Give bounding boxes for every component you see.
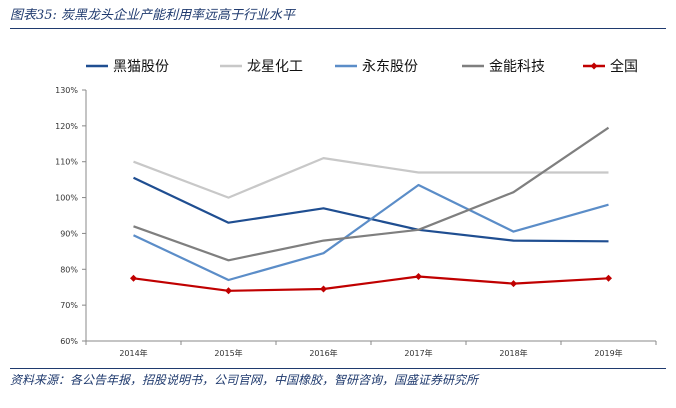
x-tick-label: 2018年 xyxy=(499,348,527,358)
y-tick-label: 110% xyxy=(55,158,78,167)
series-line-永东股份 xyxy=(133,183,609,282)
y-tick-label: 60% xyxy=(60,337,78,346)
source-note: 资料来源：各公告年报，招股说明书，公司官网，中国橡胶，智研咨询，国盛证券研究所 xyxy=(10,368,666,391)
series-line-黑猫股份 xyxy=(133,176,609,243)
legend: 黑猫股份 龙星化工 永东股份 金能科技 全国 xyxy=(86,58,638,75)
legend-label: 黑猫股份 xyxy=(113,59,169,75)
data-point-marker xyxy=(510,280,517,288)
legend-label: 全国 xyxy=(610,58,638,75)
legend-marker xyxy=(590,62,598,70)
series-line-龙星化工 xyxy=(133,157,609,199)
series-lines xyxy=(130,126,612,295)
x-tick-label: 2019年 xyxy=(594,348,622,358)
data-point-marker xyxy=(605,274,612,282)
y-tick-label: 70% xyxy=(60,301,78,310)
x-tick-label: 2016年 xyxy=(309,348,337,358)
data-point-marker xyxy=(225,287,232,295)
y-tick-label: 100% xyxy=(55,194,78,203)
data-point-marker xyxy=(415,272,422,280)
x-tick-label: 2014年 xyxy=(119,348,147,358)
y-tick-label: 80% xyxy=(60,265,78,274)
y-tick-label: 90% xyxy=(60,229,78,238)
legend-label: 龙星化工 xyxy=(247,59,303,75)
legend-label: 永东股份 xyxy=(362,59,418,75)
y-tick-label: 120% xyxy=(55,122,78,131)
x-tick-label: 2017年 xyxy=(404,348,432,358)
x-tick-label: 2015年 xyxy=(214,348,242,358)
data-point-marker xyxy=(320,285,327,293)
series-line-金能科技 xyxy=(133,126,610,262)
data-point-marker xyxy=(130,274,137,282)
y-tick-label: 130% xyxy=(55,86,78,95)
axes: 60% 70% 80% 90% 100% 110% 120% 130% 2014年 2015年 20… xyxy=(55,86,657,358)
series-line-全国 xyxy=(133,275,609,292)
figure-title: 图表35: 炭黑龙头企业产能利用率远高于行业水平 xyxy=(10,4,666,29)
legend-label: 金能科技 xyxy=(489,59,545,75)
